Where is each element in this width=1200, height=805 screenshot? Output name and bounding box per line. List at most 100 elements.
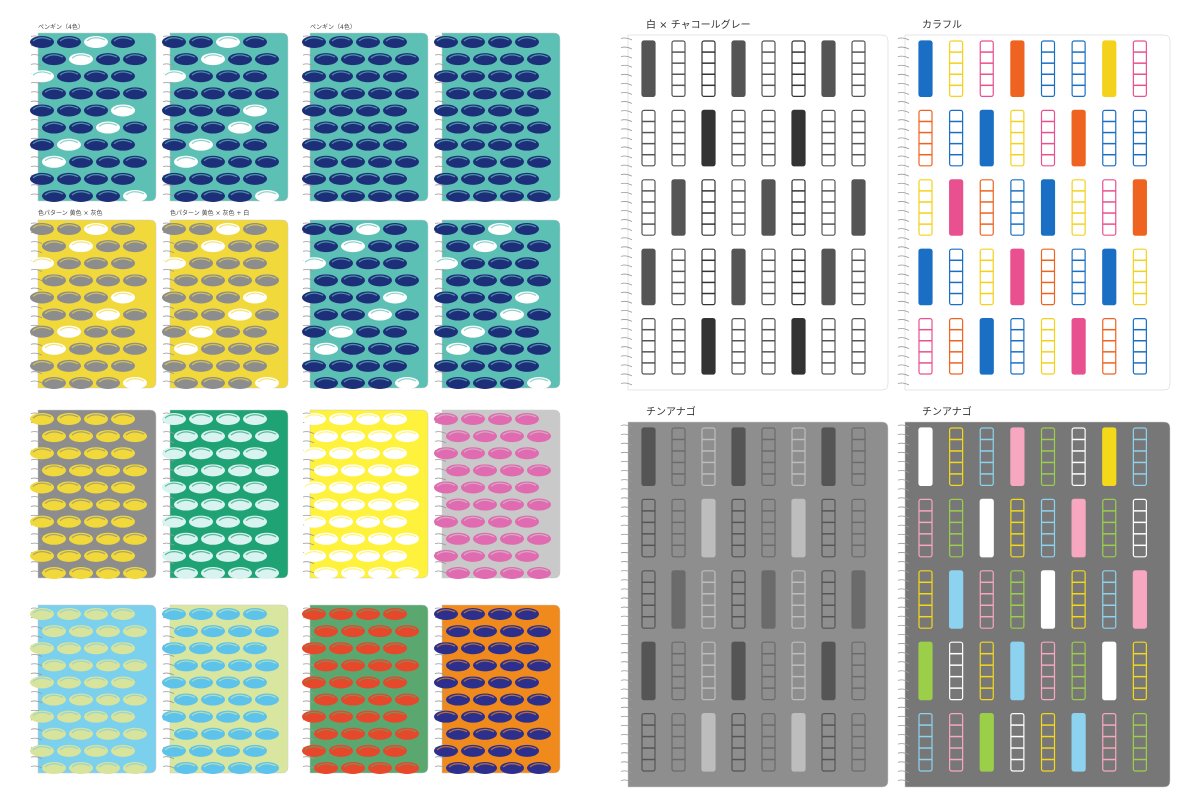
stick <box>821 109 836 167</box>
spiral-ring <box>30 156 43 160</box>
blob-highlight <box>164 551 184 556</box>
blob-highlight <box>32 258 52 263</box>
blob-highlight <box>218 139 238 145</box>
blob-highlight <box>230 156 250 162</box>
blob-highlight <box>71 122 91 128</box>
blob-highlight <box>502 568 522 573</box>
spiral-ring <box>620 182 633 186</box>
blob-highlight <box>203 275 223 280</box>
blob-highlight <box>490 414 510 419</box>
notebook <box>897 421 1171 788</box>
blob-highlight <box>191 174 211 179</box>
blob-highlight <box>164 326 184 332</box>
spiral-ring <box>897 624 910 628</box>
spiral-ring <box>434 440 447 444</box>
blob-highlight <box>343 660 363 665</box>
spiral-ring <box>897 779 910 783</box>
spiral-ring <box>620 137 633 141</box>
spiral-ring <box>897 300 910 304</box>
spiral-ring <box>30 128 43 132</box>
blob-highlight <box>370 191 390 196</box>
spiral-ring <box>620 237 633 241</box>
spiral-ring <box>30 765 43 769</box>
stick <box>701 40 716 98</box>
blob-highlight <box>517 292 537 297</box>
stick <box>1102 427 1117 487</box>
stick <box>851 179 866 236</box>
blob-highlight <box>475 191 495 196</box>
blob-highlight <box>502 343 522 349</box>
blob-highlight <box>59 258 79 263</box>
spiral-ring <box>620 588 633 592</box>
spiral-ring <box>30 635 43 639</box>
blob-highlight <box>436 482 456 487</box>
spiral-ring <box>30 440 43 444</box>
stick <box>761 179 776 236</box>
spiral-ring <box>897 319 910 322</box>
stick <box>1102 570 1117 629</box>
spiral-ring <box>620 83 633 86</box>
spiral-ring <box>162 184 175 188</box>
spiral-ring <box>620 291 633 295</box>
blob-highlight <box>203 309 223 315</box>
spiral-ring <box>897 364 910 368</box>
stick <box>761 248 776 306</box>
blob-highlight <box>385 326 405 332</box>
blob-highlight <box>490 482 510 487</box>
blob-highlight <box>316 763 336 768</box>
spiral-ring <box>30 477 43 481</box>
blob-highlight <box>230 728 250 734</box>
stick <box>671 318 686 375</box>
blob-highlight <box>230 309 250 315</box>
spiral-ring <box>620 497 633 501</box>
blob-highlight <box>316 88 336 93</box>
blob-highlight <box>316 241 336 246</box>
blob-highlight <box>397 156 417 162</box>
blob-highlight <box>529 122 549 128</box>
spiral-ring <box>897 328 910 331</box>
spiral-ring <box>620 524 633 528</box>
blob-highlight <box>71 191 91 196</box>
stick <box>851 712 866 772</box>
blob-highlight <box>245 71 265 76</box>
blob-highlight <box>316 499 336 505</box>
blob-highlight <box>385 414 405 419</box>
blob-highlight <box>59 326 79 332</box>
stick <box>791 40 806 98</box>
blob-highlight <box>448 763 468 768</box>
spiral-ring <box>620 461 633 464</box>
stick <box>949 109 964 167</box>
stick <box>671 40 686 98</box>
notebook <box>620 421 889 788</box>
group-label: ペンギン（4色） <box>38 23 84 31</box>
blob-highlight <box>191 326 211 332</box>
blob-highlight <box>370 88 390 93</box>
blob-highlight <box>218 448 238 453</box>
stick <box>1040 570 1056 629</box>
spiral-ring <box>620 46 633 50</box>
blob-highlight <box>218 746 238 751</box>
spiral-ring <box>620 615 633 619</box>
spiral-ring <box>434 691 447 695</box>
spiral-ring <box>620 606 633 610</box>
spiral-ring <box>620 679 633 683</box>
spiral-ring <box>30 343 43 347</box>
blob-highlight <box>385 71 405 76</box>
blob-highlight <box>343 275 363 280</box>
blob-highlight <box>32 37 52 42</box>
blob-highlight <box>343 54 363 59</box>
blob-highlight <box>529 54 549 59</box>
blob-highlight <box>59 292 79 297</box>
spiral-ring <box>897 119 910 123</box>
blob-highlight <box>517 139 537 145</box>
blob-highlight <box>32 551 52 556</box>
blob-highlight <box>370 431 390 436</box>
blob-highlight <box>257 191 277 196</box>
blob-highlight <box>448 88 468 93</box>
spiral-ring <box>620 373 633 377</box>
spiral-ring <box>620 164 633 168</box>
spiral-ring <box>620 309 633 313</box>
blob-highlight <box>98 568 118 573</box>
blob-highlight <box>397 763 417 768</box>
blob-highlight <box>86 551 106 556</box>
